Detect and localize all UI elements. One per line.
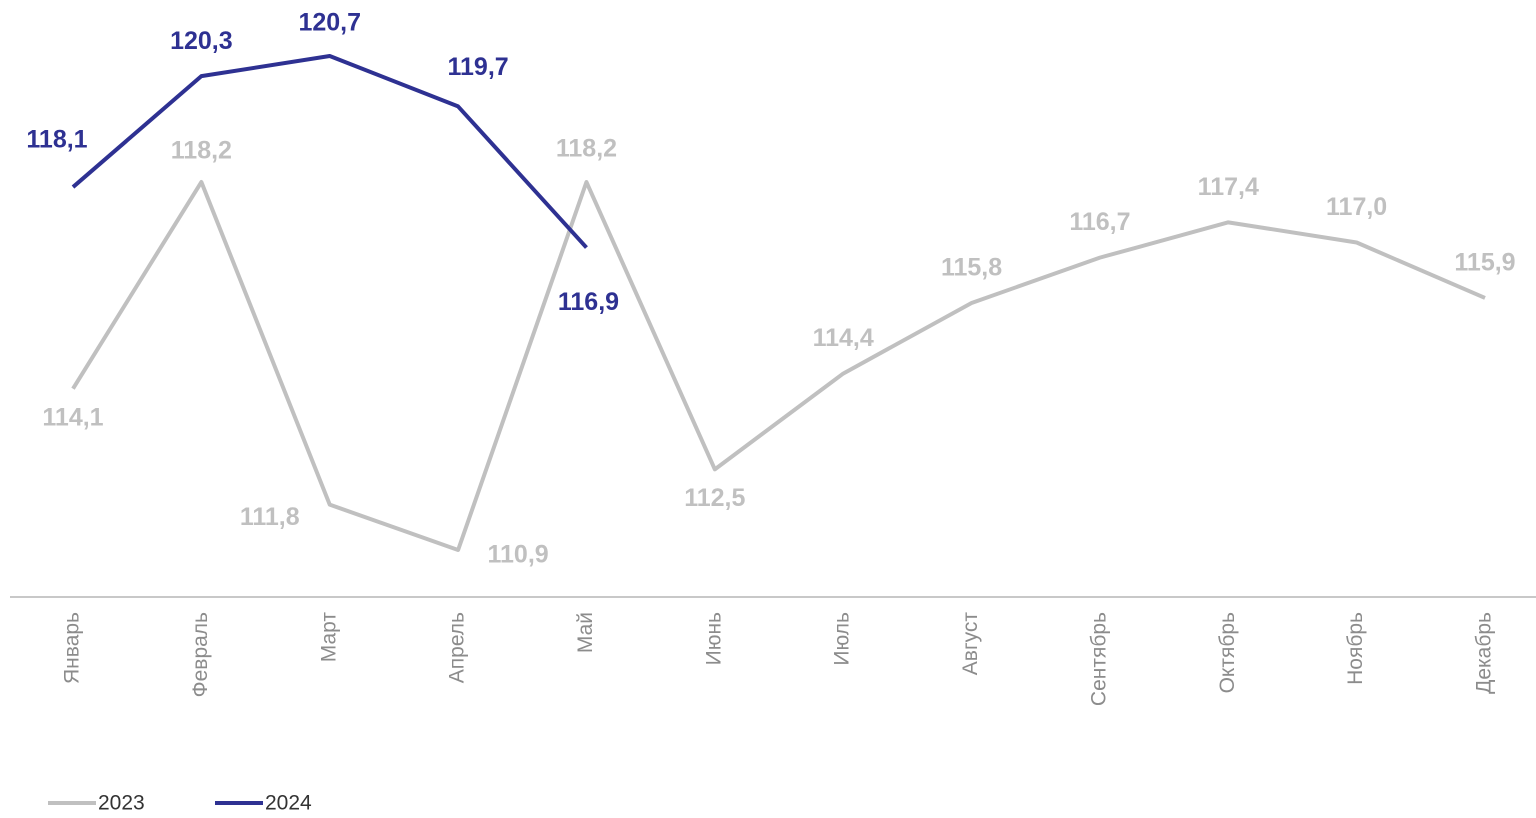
data-label: 117,0 (1326, 193, 1387, 221)
data-label: 115,8 (941, 254, 1002, 282)
data-label: 116,9 (558, 288, 619, 316)
data-label: 114,1 (42, 403, 103, 431)
series-line (71, 54, 588, 249)
x-tick-label: Июнь (702, 612, 725, 665)
data-label: 112,5 (684, 484, 745, 512)
data-label: 118,2 (171, 137, 232, 165)
x-tick-label: Апрель (446, 612, 469, 683)
data-label: 118,1 (26, 126, 87, 154)
data-label: 120,3 (170, 27, 233, 55)
data-label: 116,7 (1069, 208, 1130, 236)
legend-label: 2024 (265, 792, 312, 815)
x-tick-label: Март (317, 612, 340, 663)
x-tick-label: Июль (831, 612, 854, 666)
data-label: 110,9 (487, 541, 548, 569)
x-tick-label: Декабрь (1473, 612, 1496, 694)
data-label: 118,2 (556, 135, 617, 163)
x-tick-label: Октябрь (1216, 612, 1239, 693)
x-tick-label: Февраль (189, 612, 212, 697)
x-tick-label: Август (959, 612, 982, 676)
data-label: 114,4 (813, 324, 874, 352)
series-line (71, 180, 1486, 552)
data-label: 117,4 (1198, 173, 1259, 201)
data-label: 111,8 (240, 503, 300, 531)
x-tick-label: Ноябрь (1344, 612, 1367, 685)
x-tick-label: Сентябрь (1087, 612, 1110, 706)
data-label: 120,7 (298, 9, 361, 37)
x-tick-label: Январь (61, 612, 84, 684)
data-label: 119,7 (447, 53, 508, 81)
legend-label: 2023 (98, 792, 145, 815)
data-label: 115,9 (1454, 249, 1515, 277)
x-tick-label: Май (574, 612, 597, 653)
